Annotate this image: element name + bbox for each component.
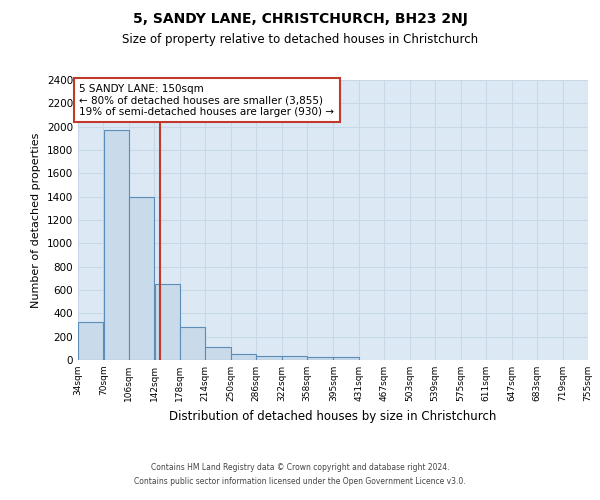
Bar: [334, 357, 359, 360]
Bar: [155, 284, 180, 360]
Bar: [307, 357, 332, 360]
Bar: [104, 130, 129, 360]
Bar: [231, 354, 256, 360]
Text: Size of property relative to detached houses in Christchurch: Size of property relative to detached ho…: [122, 32, 478, 46]
Bar: [256, 356, 281, 360]
Bar: [78, 322, 103, 360]
Bar: [205, 347, 230, 360]
X-axis label: Distribution of detached houses by size in Christchurch: Distribution of detached houses by size …: [169, 410, 497, 422]
Text: 5, SANDY LANE, CHRISTCHURCH, BH23 2NJ: 5, SANDY LANE, CHRISTCHURCH, BH23 2NJ: [133, 12, 467, 26]
Text: Contains HM Land Registry data © Crown copyright and database right 2024.: Contains HM Land Registry data © Crown c…: [151, 464, 449, 472]
Text: 5 SANDY LANE: 150sqm
← 80% of detached houses are smaller (3,855)
19% of semi-de: 5 SANDY LANE: 150sqm ← 80% of detached h…: [79, 84, 334, 116]
Text: Contains public sector information licensed under the Open Government Licence v3: Contains public sector information licen…: [134, 477, 466, 486]
Bar: [282, 356, 307, 360]
Y-axis label: Number of detached properties: Number of detached properties: [31, 132, 41, 308]
Bar: [129, 196, 154, 360]
Bar: [180, 328, 205, 360]
